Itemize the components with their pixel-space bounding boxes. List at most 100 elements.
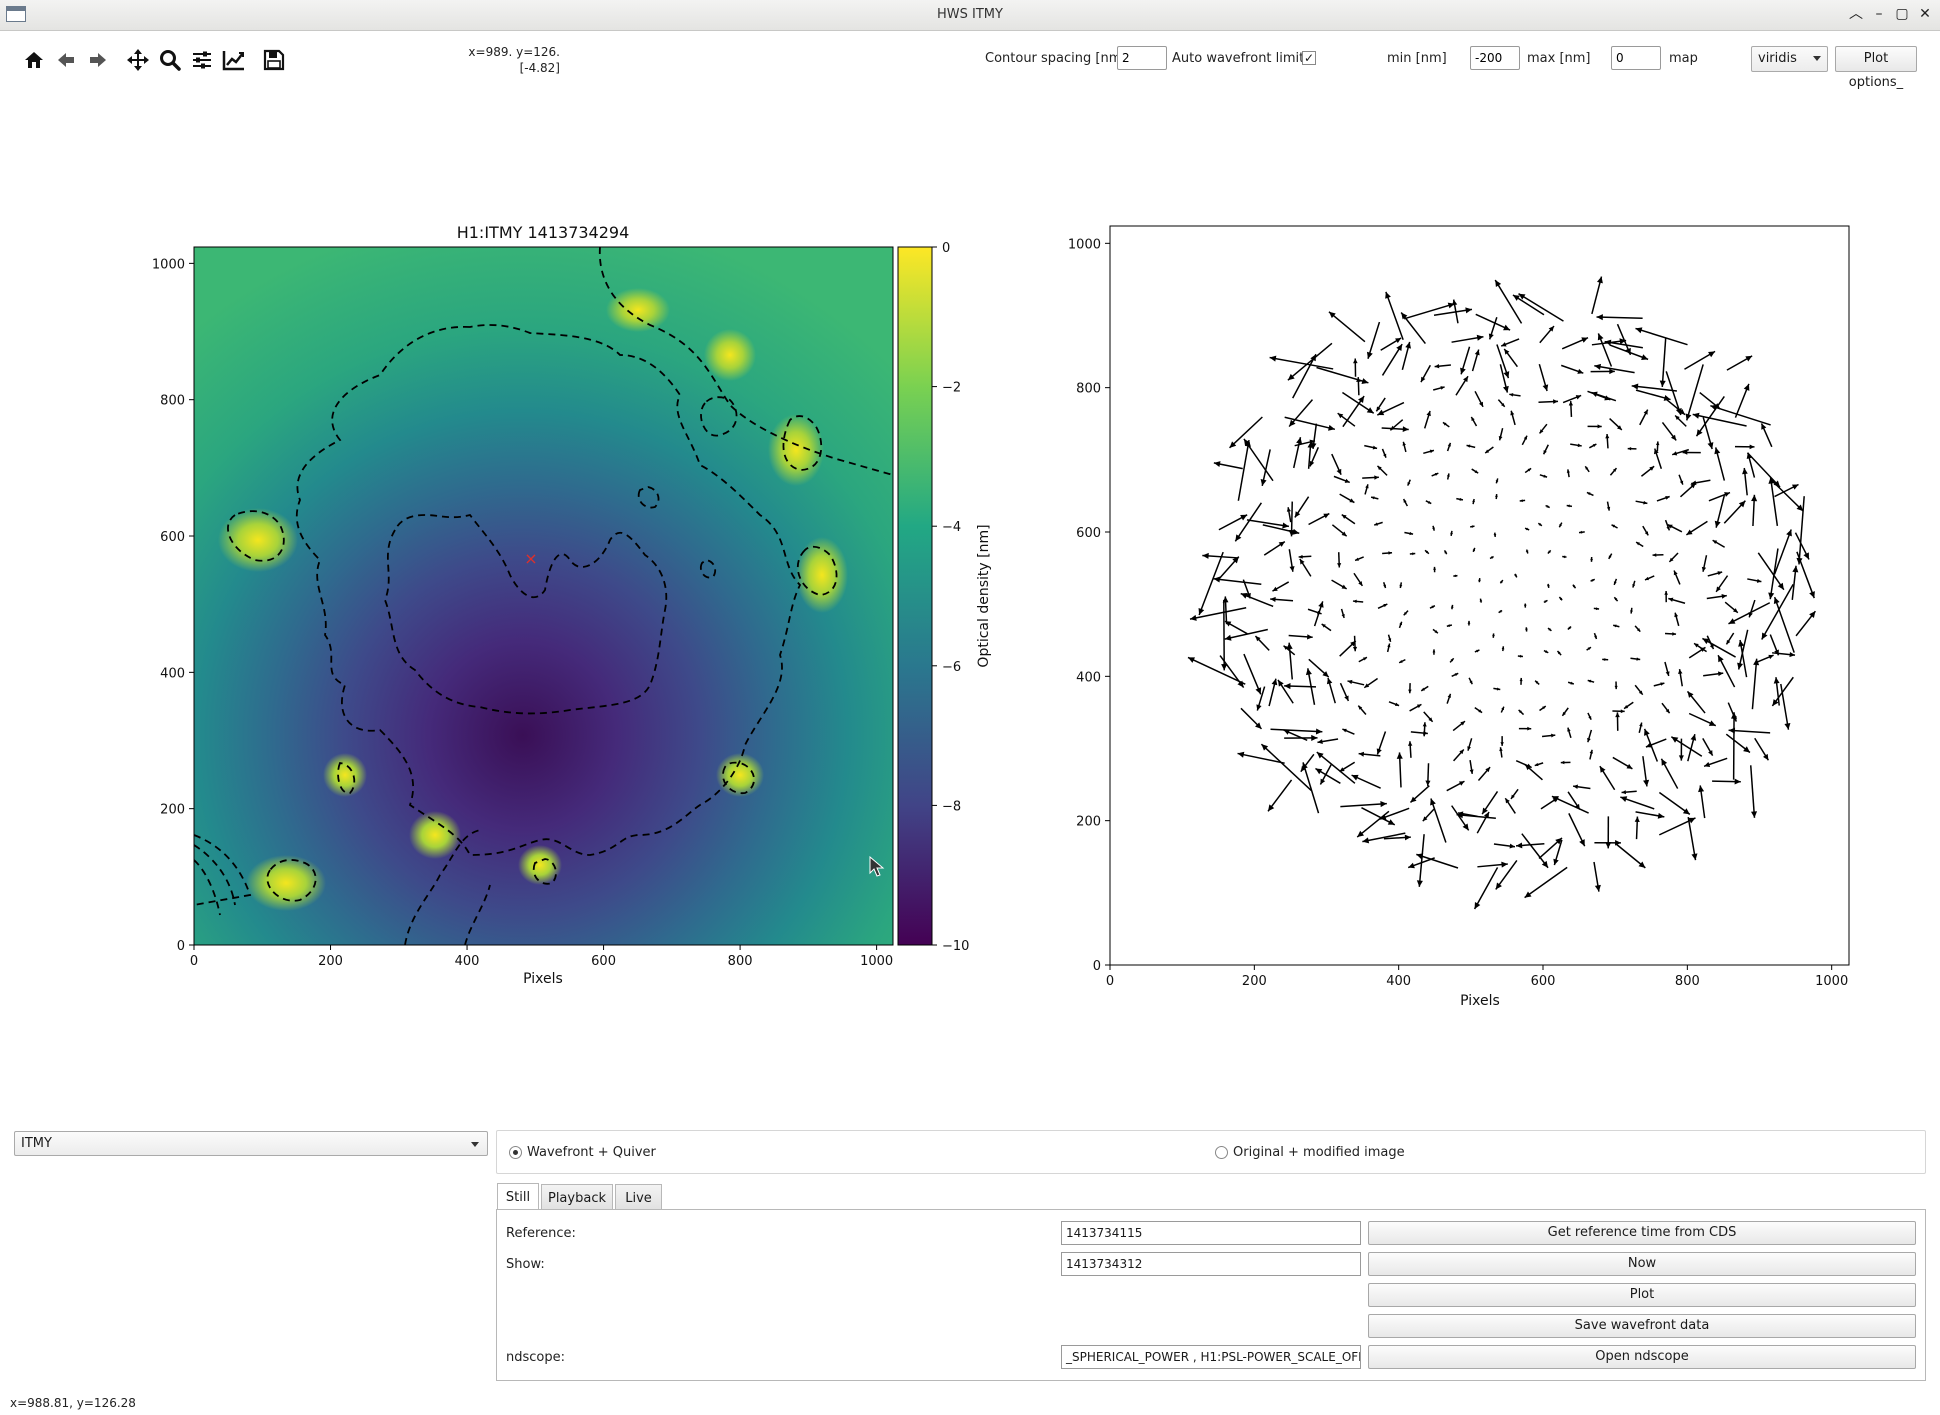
radio-wavefront-quiver[interactable]	[509, 1146, 522, 1159]
quiver-arrowhead	[1543, 474, 1548, 478]
plot-options-button[interactable]: Plot options_	[1835, 46, 1917, 90]
quiver-arrowhead	[1380, 801, 1387, 808]
quiver-arrowhead	[1577, 368, 1584, 374]
quiver-arrowhead	[1694, 643, 1699, 648]
configure-subplots-icon[interactable]	[186, 44, 218, 76]
cursor-readout-xy: x=989. y=126.	[468, 45, 560, 59]
save-wavefront-data-button[interactable]: Save wavefront data	[1368, 1314, 1916, 1338]
quiver-arrowhead	[1675, 415, 1680, 421]
quiver-arrowhead	[1269, 355, 1277, 362]
now-button[interactable]: Now	[1368, 1252, 1916, 1276]
quiver-arrowhead	[1726, 639, 1731, 645]
quiver-arrowhead	[1678, 669, 1683, 675]
quiver-arrowhead	[1708, 720, 1716, 726]
quiver-arrowhead	[1465, 307, 1472, 314]
quiver-arrowhead	[1483, 811, 1490, 819]
quiver-arrowhead	[1516, 842, 1523, 849]
quiver-arrowhead	[1750, 811, 1758, 818]
forward-arrow-icon[interactable]	[82, 44, 114, 76]
quiver-arrowhead	[1577, 443, 1582, 448]
tab-live[interactable]: Live	[615, 1184, 662, 1210]
quiver-arrowhead	[1560, 760, 1565, 765]
quiver-ytick-label: 0	[1093, 959, 1101, 974]
quiver-arrowhead	[1718, 655, 1724, 663]
quiver-arrowhead	[1594, 884, 1601, 892]
pan-icon[interactable]	[122, 44, 154, 76]
quiver-arrowhead	[1490, 555, 1494, 559]
quiver-arrow	[1798, 496, 1805, 565]
quiver-arrowhead	[1535, 680, 1539, 684]
quiver-arrowhead	[1402, 441, 1406, 446]
quiver-arrowhead	[1523, 604, 1527, 608]
quiver-arrowhead	[1240, 514, 1248, 521]
max-input[interactable]	[1611, 46, 1661, 70]
quiver-arrowhead	[1708, 351, 1716, 358]
quiver-arrowhead	[1721, 593, 1727, 599]
wavefront-heatmap-plot[interactable]: H1:ITMY 1413734294 × 0 200 400 600 800 10	[140, 215, 1010, 995]
colormap-select[interactable]: viridis	[1751, 46, 1828, 72]
tab-playback[interactable]: Playback	[541, 1184, 613, 1210]
tab-still[interactable]: Still	[497, 1183, 539, 1210]
quiver-arrowhead	[1664, 590, 1668, 595]
quiver-arrow	[1328, 311, 1366, 343]
heatmap-xlabel: Pixels	[523, 971, 563, 987]
heatmap-xtick-label: 400	[455, 954, 480, 969]
radio-wavefront-quiver-label[interactable]: Wavefront + Quiver	[527, 1145, 656, 1160]
colorbar-tick-label: −10	[942, 939, 969, 954]
quiver-arrowhead	[1377, 465, 1382, 471]
quiver-arrow	[1773, 529, 1792, 575]
window-maximize-icon[interactable]: ▢	[1895, 6, 1909, 22]
min-input[interactable]	[1470, 46, 1520, 70]
quiver-arrowhead	[1318, 601, 1324, 608]
quiver-arrowhead	[1661, 758, 1668, 766]
quiver-arrow	[1302, 762, 1320, 814]
camera-select[interactable]: ITMY	[14, 1131, 488, 1156]
contour-spacing-input[interactable]	[1117, 46, 1167, 70]
zoom-icon[interactable]	[154, 44, 186, 76]
get-reference-time-button[interactable]: Get reference time from CDS	[1368, 1221, 1916, 1245]
colorbar-tick-label: −6	[942, 660, 961, 675]
quiver-arrow	[1400, 312, 1426, 345]
auto-wavefront-limits-checkbox[interactable]: ✓	[1302, 51, 1316, 65]
plot-button[interactable]: Plot	[1368, 1283, 1916, 1307]
quiver-arrowhead	[1407, 482, 1411, 486]
quiver-arrowhead	[1559, 523, 1562, 528]
quiver-arrowhead	[1495, 882, 1502, 890]
window-shade-icon[interactable]: ︿	[1849, 6, 1863, 22]
open-ndscope-button[interactable]: Open ndscope	[1368, 1345, 1916, 1369]
edit-axis-icon[interactable]	[218, 44, 250, 76]
quiver-arrowhead	[1653, 448, 1659, 455]
quiver-arrowhead	[1704, 761, 1711, 768]
quiver-arrow	[1287, 342, 1333, 381]
quiver-arrowhead	[1643, 409, 1648, 415]
window-close-icon[interactable]: ✕	[1919, 6, 1931, 22]
radio-original-modified-label[interactable]: Original + modified image	[1233, 1145, 1405, 1160]
quiver-arrow	[1635, 327, 1688, 346]
quiver-arrowhead	[1474, 349, 1480, 356]
window-minimize-icon[interactable]: –	[1875, 6, 1883, 22]
quiver-arrowhead	[1613, 581, 1617, 585]
quiver-arrowhead	[1594, 635, 1597, 639]
quiver-arrowhead	[1625, 347, 1631, 355]
quiver-arrowhead	[1636, 657, 1641, 661]
quiver-arrowhead	[1698, 785, 1705, 793]
show-input[interactable]: 1413734312	[1061, 1252, 1361, 1276]
quiver-arrowhead	[1591, 579, 1595, 582]
reference-input[interactable]: 1413734115	[1061, 1221, 1361, 1245]
quiver-arrowhead	[1690, 734, 1697, 741]
home-icon[interactable]	[18, 44, 50, 76]
quiver-arrowhead	[1632, 584, 1636, 588]
save-icon[interactable]	[258, 44, 290, 76]
quiver-arrowhead	[1425, 550, 1429, 554]
back-arrow-icon[interactable]	[50, 44, 82, 76]
quiver-arrowhead	[1636, 628, 1641, 632]
ndscope-input[interactable]: _SPHERICAL_POWER , H1:PSL-POWER_SCALE_OF…	[1061, 1345, 1361, 1369]
quiver-arrowhead	[1643, 500, 1648, 505]
quiver-arrow	[1773, 596, 1795, 653]
quiver-arrowhead	[1605, 842, 1612, 849]
radio-original-modified[interactable]	[1215, 1146, 1228, 1159]
quiver-arrowhead	[1756, 578, 1762, 583]
quiver-arrowhead	[1631, 383, 1639, 390]
quiver-plot[interactable]: 0 200 400 600 800 1000 0 200 400 600 800 1000 Pixe…	[1060, 210, 1860, 1010]
quiver-arrowhead	[1604, 339, 1612, 346]
